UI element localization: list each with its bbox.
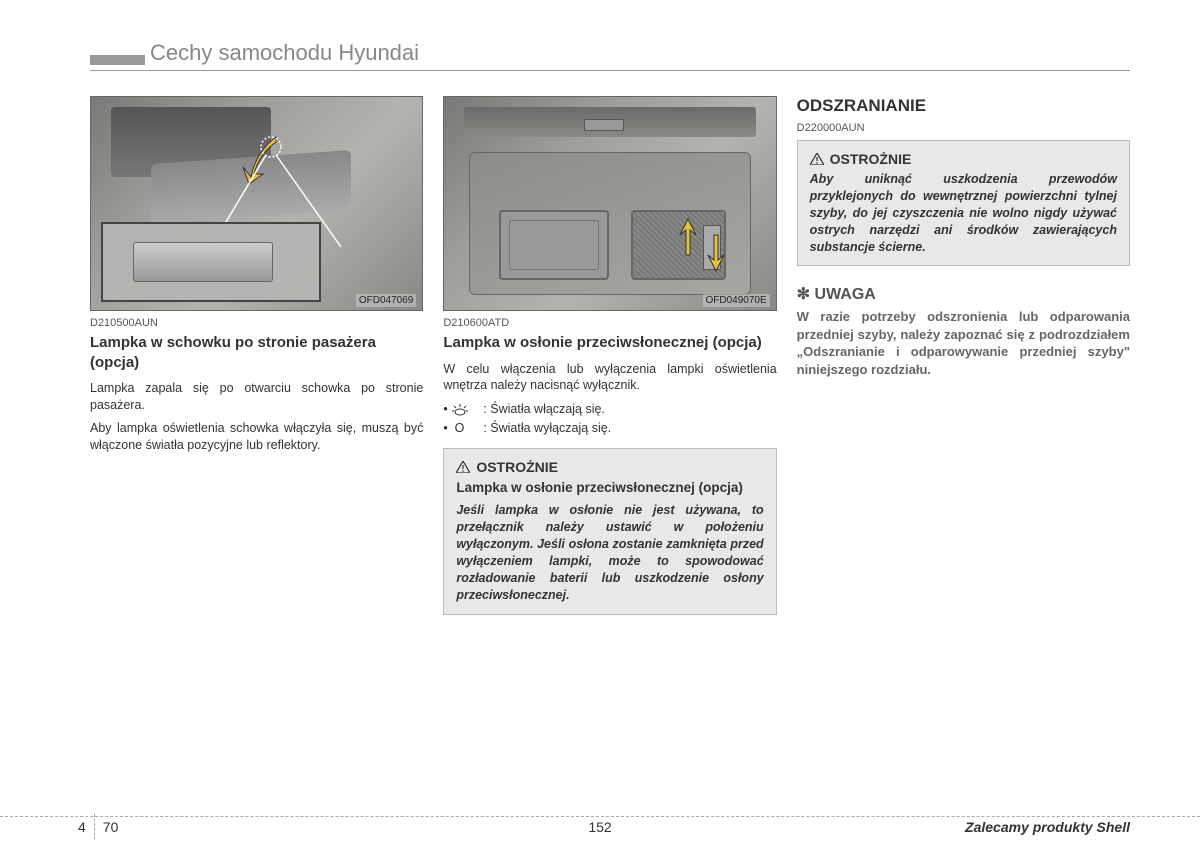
bullet-text: : Światła włączają się. (483, 400, 605, 419)
chapter-number: 4 (78, 819, 86, 835)
note-body: W razie potrzeby odszronienia lub odparo… (797, 308, 1130, 378)
figure-label: OFD047069 (356, 294, 416, 307)
arrow-up-icon (676, 215, 706, 275)
paragraph: Aby lampka oświetlenia schowka włączyła … (90, 420, 423, 454)
figure-label: OFD049070E (703, 294, 770, 307)
caution-label: OSTROŻNIE (476, 459, 558, 475)
caution-subtitle: Lampka w osłonie przeciwsłonecznej (opcj… (456, 479, 763, 497)
header-tab (90, 55, 145, 65)
figure-glovebox-lamp: OFD047069 (90, 96, 423, 311)
paragraph: Lampka zapala się po otwarciu schowka po… (90, 380, 423, 414)
page-in-chapter: 70 (103, 819, 119, 835)
warning-triangle-icon (810, 153, 824, 165)
caution-box: OSTROŻNIE Lampka w osłonie przeciwsłonec… (443, 448, 776, 615)
caution-box: OSTROŻNIE Aby uniknąć uszkodzenia przewo… (797, 140, 1130, 266)
arrow-down-icon (704, 225, 734, 285)
subheading: Lampka w osłonie przeciwsłonecznej (opcj… (443, 333, 776, 353)
caution-title: OSTROŻNIE (810, 151, 1117, 167)
section-code: D220000AUN (797, 122, 1130, 134)
section-code: D210600ATD (443, 317, 776, 329)
caution-title: OSTROŻNIE (456, 459, 763, 475)
paragraph: W celu włączenia lub wyłączenia lampki o… (443, 361, 776, 395)
column-2: OFD049070E D210600ATD Lampka w osłonie p… (443, 96, 776, 615)
figure-sunvisor-lamp: OFD049070E (443, 96, 776, 311)
warning-triangle-icon (456, 461, 470, 473)
bullet-item: • : Światła włączają się. (443, 400, 776, 419)
main-heading: ODSZRANIANIE (797, 96, 1130, 116)
section-code: D210500AUN (90, 317, 423, 329)
caution-body: Aby uniknąć uszkodzenia przewodów przykl… (810, 171, 1117, 255)
bullet-item: • O : Światła wyłączają się. (443, 419, 776, 438)
column-1: OFD047069 D210500AUN Lampka w schowku po… (90, 96, 423, 615)
page-number: 152 (588, 819, 611, 835)
subheading: Lampka w schowku po stronie pasażera (op… (90, 333, 423, 372)
caution-label: OSTROŻNIE (830, 151, 912, 167)
footer-divider (94, 814, 95, 840)
content-columns: OFD047069 D210500AUN Lampka w schowku po… (90, 96, 1130, 615)
header-title: Cechy samochodu Hyundai (150, 40, 419, 66)
footer-right: Zalecamy produkty Shell (965, 819, 1130, 835)
footer-left: 4 70 (78, 814, 118, 840)
column-3: ODSZRANIANIE D220000AUN OSTROŻNIE Aby un… (797, 96, 1130, 615)
caution-body: Jeśli lampka w osłonie nie jest używana,… (456, 502, 763, 603)
bullet-text: : Światła wyłączają się. (483, 419, 611, 438)
page-header: Cechy samochodu Hyundai (90, 40, 1130, 71)
note-heading: ✻ UWAGA (797, 284, 1130, 304)
page-footer: 4 70 152 Zalecamy produkty Shell (0, 816, 1200, 827)
light-on-icon (451, 404, 469, 416)
